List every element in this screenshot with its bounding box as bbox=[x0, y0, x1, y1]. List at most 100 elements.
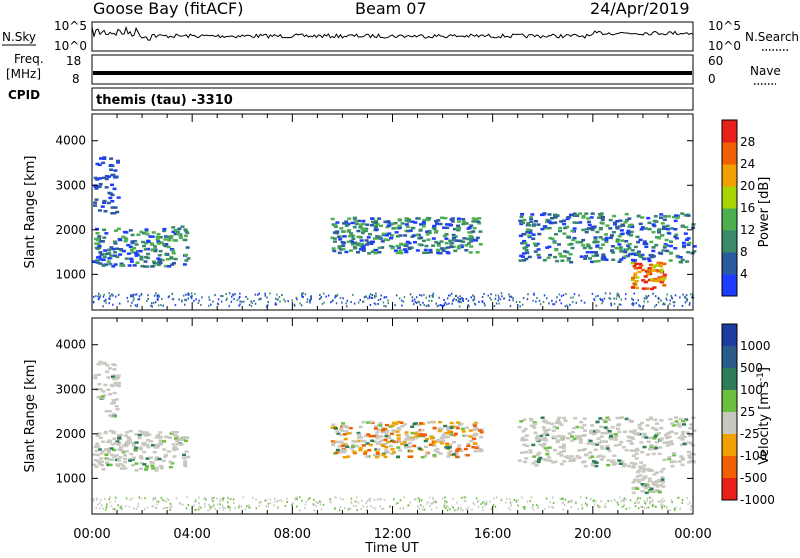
echo-cell bbox=[435, 248, 440, 252]
echo-cell bbox=[436, 219, 441, 222]
ground-scatter-cell bbox=[448, 302, 450, 305]
echo-cell bbox=[649, 487, 654, 490]
echo-cell bbox=[534, 244, 538, 247]
echo-cell bbox=[641, 279, 646, 282]
echo-cell bbox=[462, 220, 467, 224]
ground-scatter-cell bbox=[431, 300, 433, 302]
ytick-label-1: 2000 bbox=[55, 223, 86, 237]
echo-cell bbox=[631, 480, 636, 484]
echo-cell bbox=[582, 417, 587, 420]
ground-scatter-cell bbox=[610, 499, 612, 502]
echo-cell bbox=[165, 235, 170, 238]
ground-scatter-cell bbox=[583, 301, 586, 304]
echo-cell bbox=[601, 455, 606, 458]
ground-scatter-cell bbox=[375, 292, 377, 295]
echo-cell bbox=[164, 243, 169, 246]
time-tick-label-0: 00:00 bbox=[73, 527, 110, 542]
echo-cell bbox=[629, 420, 634, 423]
echo-cell bbox=[448, 453, 453, 456]
ground-scatter-cell bbox=[559, 299, 561, 302]
echo-cell bbox=[559, 220, 564, 223]
ground-scatter-cell bbox=[130, 294, 132, 297]
echo-cell bbox=[531, 462, 536, 465]
ground-scatter-cell bbox=[239, 303, 241, 306]
ground-scatter-cell bbox=[607, 500, 609, 502]
ground-scatter-cell bbox=[194, 499, 197, 502]
echo-cell bbox=[334, 451, 339, 454]
echo-cell bbox=[403, 446, 408, 449]
echo-cell bbox=[528, 231, 533, 234]
echo-cell bbox=[529, 419, 534, 422]
ground-scatter-cell bbox=[625, 293, 627, 296]
ground-scatter-cell bbox=[249, 506, 252, 509]
echo-cell bbox=[618, 416, 623, 419]
ground-scatter-cell bbox=[379, 298, 382, 301]
ground-scatter-cell bbox=[157, 298, 159, 301]
echo-cell bbox=[98, 182, 103, 186]
ground-scatter-cell bbox=[428, 299, 430, 302]
echo-cell bbox=[584, 212, 589, 215]
echo-cell bbox=[538, 438, 543, 441]
echo-cell bbox=[422, 251, 427, 255]
echo-cell bbox=[553, 221, 558, 224]
ground-scatter-cell bbox=[230, 295, 233, 298]
echo-cell bbox=[605, 447, 610, 450]
echo-cell bbox=[474, 239, 478, 242]
echo-cell bbox=[164, 435, 169, 439]
ground-scatter-cell bbox=[246, 505, 248, 508]
echo-cell bbox=[400, 442, 405, 446]
ground-scatter-cell bbox=[563, 504, 566, 506]
echo-cell bbox=[114, 398, 119, 401]
echo-cell bbox=[687, 456, 692, 459]
ground-scatter-cell bbox=[664, 303, 666, 306]
echo-cell bbox=[600, 447, 605, 450]
ground-scatter-cell bbox=[552, 496, 554, 499]
nsearch-label: N.Search bbox=[745, 30, 799, 44]
echo-cell bbox=[426, 218, 431, 222]
echo-cell bbox=[358, 236, 363, 239]
echo-cell bbox=[381, 232, 386, 236]
echo-cell bbox=[522, 252, 526, 255]
ground-scatter-cell bbox=[252, 496, 254, 499]
echo-cell bbox=[408, 441, 412, 445]
echo-cell bbox=[107, 251, 112, 255]
echo-cell bbox=[427, 229, 432, 233]
echo-cell bbox=[546, 421, 551, 425]
ground-scatter-cell bbox=[432, 501, 435, 504]
echo-cell bbox=[525, 251, 530, 255]
ground-scatter-cell bbox=[482, 506, 484, 509]
echo-cell bbox=[98, 251, 103, 254]
ground-scatter-cell bbox=[242, 496, 244, 499]
colorbar-tick-5: -100 bbox=[740, 449, 767, 463]
echo-cell bbox=[669, 430, 674, 433]
colorbar-segment-7 bbox=[722, 120, 737, 143]
ground-scatter-cell bbox=[323, 292, 325, 295]
echo-cell bbox=[615, 220, 620, 223]
ground-scatter-cell bbox=[369, 499, 372, 502]
echo-cell bbox=[138, 430, 143, 433]
ground-scatter-cell bbox=[147, 294, 149, 297]
ground-scatter-cell bbox=[595, 304, 598, 307]
echo-cell bbox=[565, 250, 570, 254]
ground-scatter-cell bbox=[179, 502, 181, 504]
echo-cell bbox=[95, 162, 100, 166]
echo-cell bbox=[624, 212, 629, 216]
echo-cell bbox=[100, 396, 105, 400]
ground-scatter-cell bbox=[637, 507, 640, 510]
echo-cell bbox=[684, 226, 689, 229]
echo-cell bbox=[548, 221, 553, 225]
echo-cell bbox=[454, 425, 459, 428]
echo-cell bbox=[421, 225, 426, 228]
echo-cell bbox=[534, 460, 539, 463]
echo-cell bbox=[335, 230, 340, 233]
ground-scatter-cell bbox=[637, 501, 639, 504]
echo-cell bbox=[115, 247, 119, 250]
echo-cell bbox=[155, 235, 160, 239]
ground-scatter-cell bbox=[119, 506, 122, 508]
echo-cell bbox=[609, 236, 613, 240]
echo-cell bbox=[129, 452, 134, 456]
echo-cell bbox=[341, 451, 346, 454]
echo-cell bbox=[111, 173, 116, 177]
ground-scatter-cell bbox=[353, 302, 356, 305]
ground-scatter-cell bbox=[95, 295, 97, 298]
